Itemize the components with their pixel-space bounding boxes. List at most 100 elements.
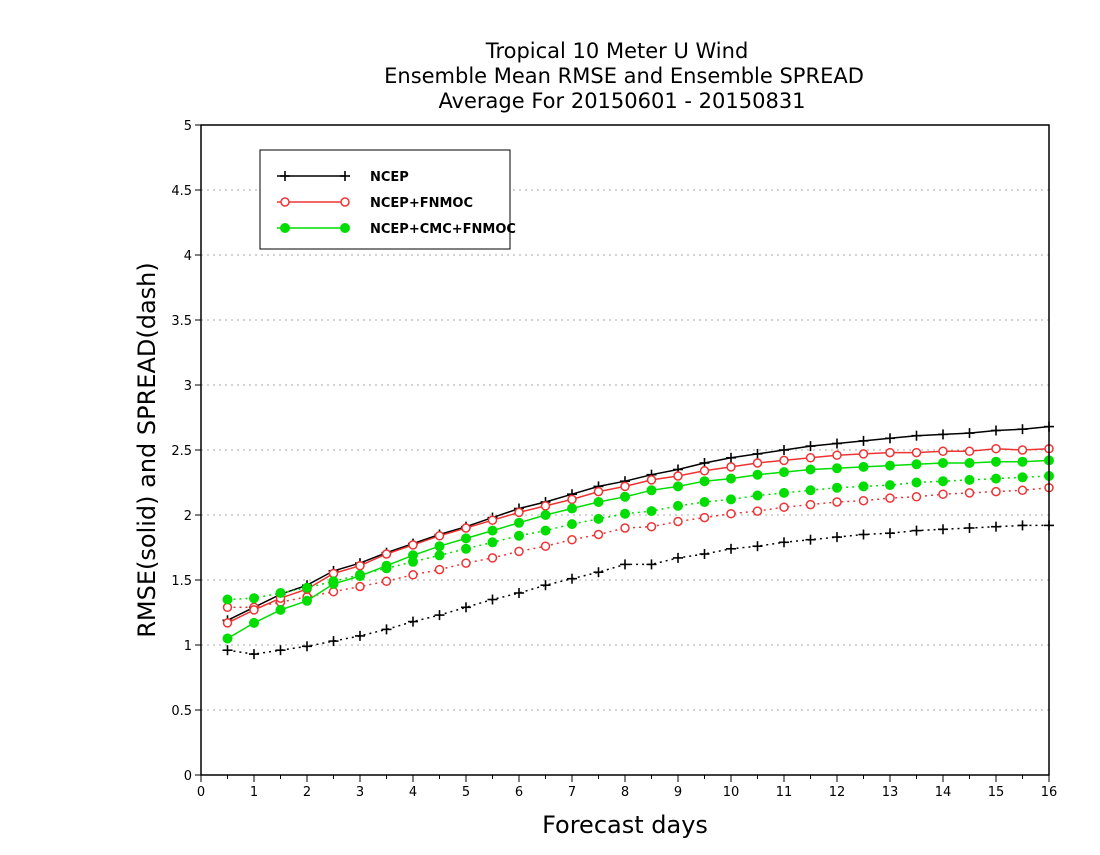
- ncep-fnmoc-spread-point: [355, 581, 365, 592]
- ncep-cmc-fnmoc-rmse-point: [434, 541, 445, 552]
- ncep-spread-point: [355, 630, 365, 641]
- ncep-spread-point: [461, 602, 471, 613]
- x-tick-label: 9: [674, 785, 682, 800]
- ncep-fnmoc-spread-point: [832, 497, 842, 507]
- ncep-fnmoc-spread-point: [408, 570, 418, 580]
- legend-label: NCEP+FNMOC: [370, 196, 473, 211]
- y-tick-label: 2: [184, 509, 192, 524]
- ncep-fnmoc-spread-point: [1017, 485, 1028, 496]
- ncep-cmc-fnmoc-spread-point: [567, 519, 577, 530]
- legend-box: [259, 149, 511, 250]
- x-tick-label: 7: [568, 785, 576, 800]
- x-tick-label: 16: [1041, 785, 1058, 800]
- ncep-fnmoc-spread-point: [461, 558, 471, 568]
- title-line-1: Tropical 10 Meter U Wind: [485, 39, 749, 63]
- ncep-spread-point: [408, 616, 418, 627]
- ncep-rmse-point: [752, 448, 763, 459]
- ncep-rmse-point: [779, 445, 789, 455]
- ncep-fnmoc-rmse-point: [964, 446, 975, 457]
- ncep-spread-point: [885, 528, 895, 539]
- ncep-fnmoc-rmse-point: [461, 523, 471, 533]
- ncep-cmc-fnmoc-spread-line: [227, 475, 1050, 601]
- ncep-fnmoc-rmse-point: [381, 549, 392, 559]
- ncep-rmse-line: [227, 425, 1050, 621]
- ncep-spread-point: [726, 543, 736, 554]
- x-tick-label: 10: [723, 785, 740, 800]
- ncep-cmc-fnmoc-rmse-point: [911, 459, 922, 470]
- y-tick-label: 0: [184, 769, 192, 784]
- ncep-cmc-fnmoc-rmse-point: [646, 485, 657, 496]
- ncep-spread-point: [222, 645, 233, 656]
- ncep-cmc-fnmoc-rmse-line: [227, 459, 1050, 640]
- ncep-cmc-fnmoc-rmse-point: [779, 467, 789, 478]
- ncep-fnmoc-spread-point: [699, 512, 710, 523]
- ncep-rmse-point: [832, 438, 842, 449]
- ncep-fnmoc-rmse-point: [805, 453, 816, 463]
- ncep-spread-point: [964, 523, 975, 533]
- legend-label: NCEP+CMC+FNMOC: [370, 222, 516, 237]
- ncep-cmc-fnmoc-rmse-point: [885, 460, 895, 471]
- ncep-spread-point: [302, 641, 312, 652]
- y-axis-label: RMSE(solid) and SPREAD(dash): [133, 262, 161, 638]
- x-tick-label: 12: [829, 785, 846, 800]
- x-tick-label: 5: [462, 785, 470, 800]
- ncep-fnmoc-spread-point: [779, 502, 789, 512]
- ncep-cmc-fnmoc-spread-point: [673, 500, 683, 511]
- ncep-fnmoc-rmse-point: [938, 446, 948, 457]
- y-grid: [201, 189, 1049, 711]
- ncep-cmc-fnmoc-spread-point: [646, 506, 657, 517]
- ncep-cmc-fnmoc-rmse-point: [461, 533, 471, 544]
- ncep-fnmoc-rmse-point: [249, 605, 259, 615]
- ncep-spread-point: [487, 594, 498, 605]
- y-tick-label: 1: [184, 639, 192, 654]
- ncep-fnmoc-rmse-point: [408, 540, 418, 550]
- ncep-fnmoc-rmse-point: [646, 475, 657, 485]
- ncep-cmc-fnmoc-spread-point: [885, 480, 895, 491]
- title-line-2: Ensemble Mean RMSE and Ensemble SPREAD: [384, 64, 864, 88]
- ncep-spread-point: [434, 610, 445, 621]
- y-tick-label: 1.5: [171, 574, 192, 589]
- ncep-cmc-fnmoc-spread-point: [779, 487, 789, 498]
- ncep-cmc-fnmoc-spread-point: [699, 497, 710, 507]
- ncep-fnmoc-spread-point: [620, 523, 630, 533]
- ncep-cmc-fnmoc-rmse-point: [620, 491, 630, 502]
- ncep-fnmoc-rmse-point: [593, 486, 604, 497]
- ncep-fnmoc-rmse-point: [832, 450, 842, 460]
- x-tick-label: 1: [250, 785, 258, 800]
- x-axis-label: Forecast days: [542, 811, 708, 839]
- ncep-fnmoc-rmse-point: [858, 449, 869, 459]
- ncep-rmse-point: [805, 441, 816, 452]
- ncep-fnmoc-spread-point: [593, 529, 604, 540]
- ncep-fnmoc-spread-point: [434, 564, 445, 575]
- ncep-cmc-fnmoc-spread-point: [964, 474, 975, 485]
- ncep-fnmoc-spread-point: [964, 488, 975, 498]
- y-tick-label: 3.5: [171, 314, 192, 329]
- ncep-fnmoc-spread-point: [540, 541, 551, 551]
- ncep-rmse-point: [911, 430, 922, 441]
- ncep-fnmoc-rmse-point: [752, 458, 763, 468]
- ncep-fnmoc-spread-point: [646, 521, 657, 532]
- ncep-fnmoc-spread-point: [567, 534, 577, 545]
- ncep-fnmoc-spread-point: [991, 486, 1001, 497]
- ncep-fnmoc-rmse-point: [885, 447, 895, 458]
- ncep-cmc-fnmoc-spread-point: [991, 473, 1001, 484]
- ncep-cmc-fnmoc-rmse-point: [540, 510, 551, 520]
- ncep-cmc-fnmoc-rmse-point: [726, 473, 736, 484]
- legend-marker-right: [340, 223, 350, 233]
- ncep-spread-point: [858, 529, 869, 540]
- ncep-cmc-fnmoc-rmse-point: [514, 517, 524, 528]
- ncep-cmc-fnmoc-rmse-point: [275, 604, 286, 615]
- ncep-rmse-point: [991, 425, 1001, 436]
- ncep-spread-point: [938, 524, 948, 535]
- ncep-cmc-fnmoc-rmse-point: [222, 633, 233, 644]
- x-tick-label: 2: [303, 785, 311, 800]
- ncep-cmc-fnmoc-rmse-point: [1017, 456, 1028, 467]
- ncep-cmc-fnmoc-spread-point: [514, 530, 524, 541]
- ncep-cmc-fnmoc-rmse-point: [832, 463, 842, 474]
- ncep-cmc-fnmoc-spread-point: [858, 481, 869, 492]
- ncep-spread-point: [832, 532, 842, 543]
- ncep-fnmoc-spread-point: [885, 493, 895, 503]
- ncep-cmc-fnmoc-rmse-point: [752, 469, 763, 480]
